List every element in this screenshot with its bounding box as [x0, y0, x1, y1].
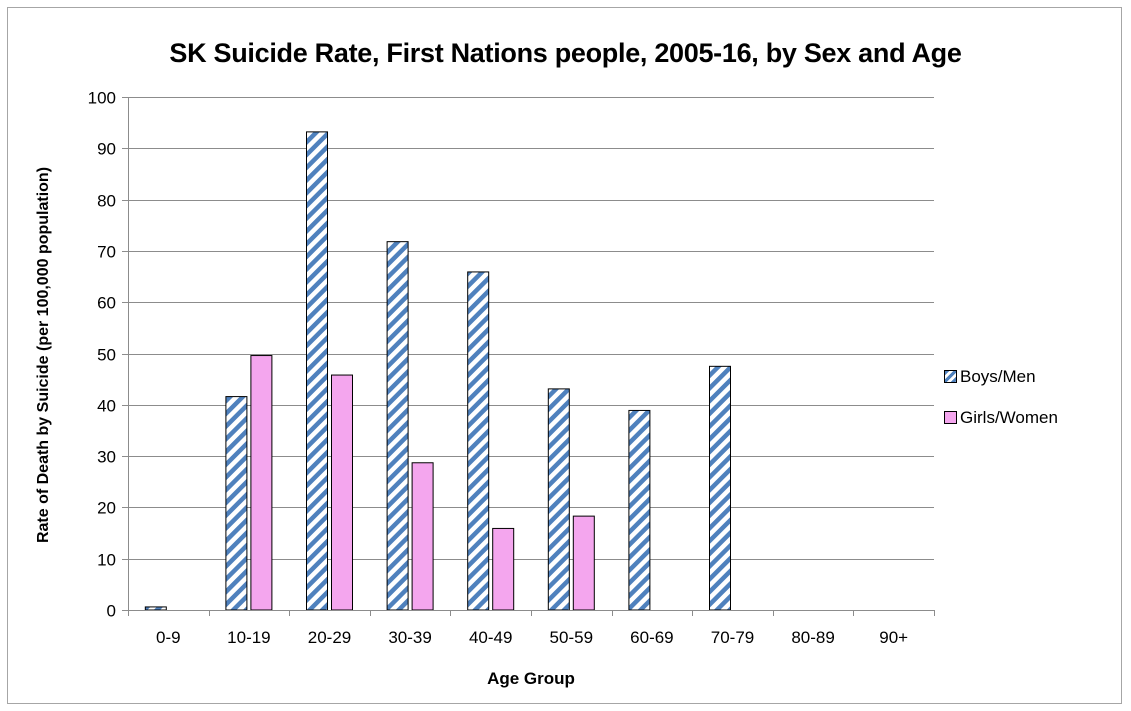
y-tick-label: 80 [97, 192, 116, 211]
y-tick-label: 60 [97, 294, 116, 313]
x-tick-label: 20-29 [308, 628, 351, 647]
chart-title: SK Suicide Rate, First Nations people, 2… [169, 38, 962, 68]
bar-girls-women-30-39 [411, 462, 434, 611]
bar-girls-women-20-29 [331, 374, 353, 611]
bar-girls-women-10-19 [250, 355, 273, 611]
bar-girls-women-50-59 [572, 515, 595, 611]
bar-girls-women-40-49 [492, 527, 515, 611]
x-tick-label: 60-69 [630, 628, 673, 647]
y-tick-label: 40 [97, 397, 116, 416]
bar-boys-men-70-79 [709, 365, 731, 611]
y-tick-label: 10 [97, 551, 116, 570]
x-tick-label: 90+ [879, 628, 908, 647]
y-tick-label: 70 [97, 243, 116, 262]
y-tick-label: 100 [88, 89, 116, 108]
y-tick-label: 30 [97, 448, 116, 467]
x-tick-label: 10-19 [227, 628, 270, 647]
legend-label-boys-men: Boys/Men [960, 367, 1036, 386]
legend-label-girls-women: Girls/Women [960, 408, 1058, 427]
legend-swatch-girls-women [944, 411, 957, 424]
y-tick-label: 90 [97, 140, 116, 159]
y-tick-label: 20 [97, 499, 116, 518]
bar-boys-men-60-69 [628, 409, 651, 611]
bar-boys-men-40-49 [467, 271, 490, 611]
legend-swatch-boys-men [944, 370, 957, 383]
x-tick-label: 70-79 [711, 628, 754, 647]
bar-boys-men-10-19 [225, 396, 248, 611]
bar-boys-men-50-59 [547, 388, 570, 611]
y-tick-label: 0 [107, 602, 116, 621]
y-tick-label: 50 [97, 346, 116, 365]
x-tick-label: 80-89 [791, 628, 834, 647]
x-tick-label: 40-49 [469, 628, 512, 647]
bar-boys-men-30-39 [386, 241, 409, 611]
x-axis-title: Age Group [487, 669, 575, 688]
x-tick-label: 30-39 [388, 628, 431, 647]
x-tick-label: 50-59 [550, 628, 593, 647]
bar-boys-men-0-9 [144, 606, 167, 611]
x-tick-label: 0-9 [156, 628, 181, 647]
bar-boys-men-20-29 [306, 131, 328, 611]
